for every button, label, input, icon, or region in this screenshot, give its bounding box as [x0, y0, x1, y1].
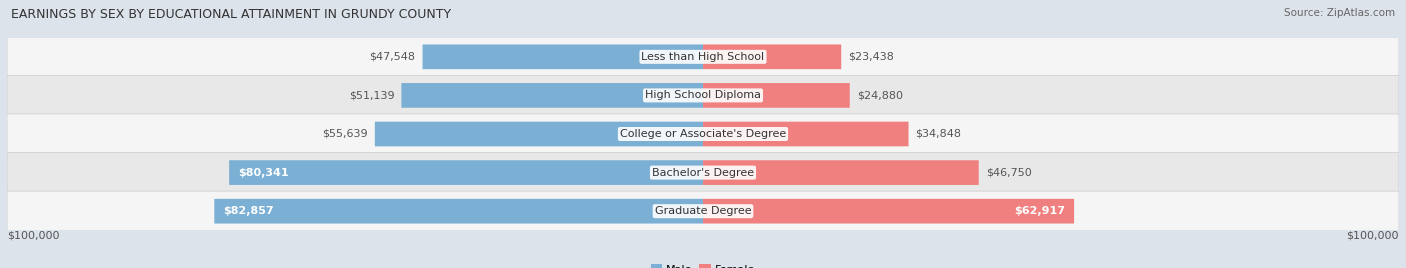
FancyBboxPatch shape: [375, 122, 703, 146]
FancyBboxPatch shape: [214, 199, 703, 224]
Text: Graduate Degree: Graduate Degree: [655, 206, 751, 216]
Text: EARNINGS BY SEX BY EDUCATIONAL ATTAINMENT IN GRUNDY COUNTY: EARNINGS BY SEX BY EDUCATIONAL ATTAINMEN…: [11, 8, 451, 21]
Text: $80,341: $80,341: [238, 168, 288, 178]
FancyBboxPatch shape: [423, 44, 703, 69]
Text: $62,917: $62,917: [1014, 206, 1066, 216]
FancyBboxPatch shape: [703, 44, 841, 69]
FancyBboxPatch shape: [7, 37, 1399, 77]
Text: $82,857: $82,857: [224, 206, 274, 216]
Text: $47,548: $47,548: [370, 52, 416, 62]
FancyBboxPatch shape: [703, 122, 908, 146]
FancyBboxPatch shape: [7, 114, 1399, 154]
FancyBboxPatch shape: [401, 83, 703, 108]
FancyBboxPatch shape: [7, 191, 1399, 231]
Text: $34,848: $34,848: [915, 129, 962, 139]
Text: $51,139: $51,139: [349, 90, 394, 100]
Text: Bachelor's Degree: Bachelor's Degree: [652, 168, 754, 178]
FancyBboxPatch shape: [703, 199, 1074, 224]
FancyBboxPatch shape: [7, 152, 1399, 193]
Text: College or Associate's Degree: College or Associate's Degree: [620, 129, 786, 139]
Text: $24,880: $24,880: [856, 90, 903, 100]
Text: Source: ZipAtlas.com: Source: ZipAtlas.com: [1284, 8, 1395, 18]
FancyBboxPatch shape: [703, 83, 849, 108]
Text: $46,750: $46,750: [986, 168, 1032, 178]
Text: High School Diploma: High School Diploma: [645, 90, 761, 100]
Text: $55,639: $55,639: [322, 129, 368, 139]
FancyBboxPatch shape: [229, 160, 703, 185]
Text: $100,000: $100,000: [1347, 230, 1399, 240]
Legend: Male, Female: Male, Female: [647, 260, 759, 268]
FancyBboxPatch shape: [7, 75, 1399, 116]
Text: Less than High School: Less than High School: [641, 52, 765, 62]
FancyBboxPatch shape: [703, 160, 979, 185]
Text: $100,000: $100,000: [7, 230, 59, 240]
Text: $23,438: $23,438: [848, 52, 894, 62]
